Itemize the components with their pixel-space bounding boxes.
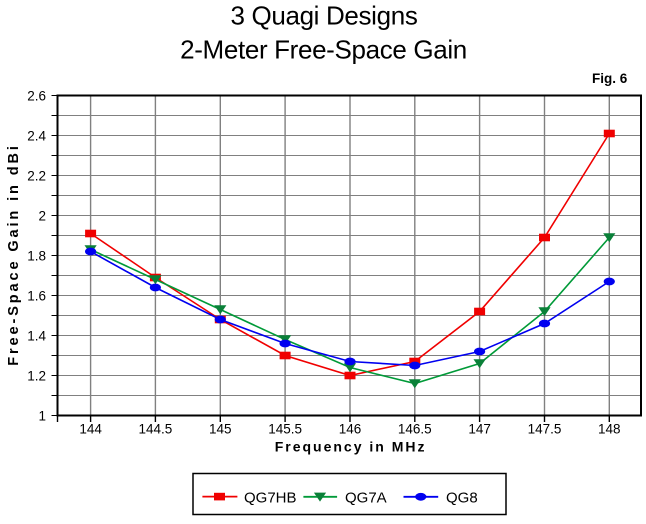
svg-text:2-Meter Free-Space Gain: 2-Meter Free-Space Gain [180,35,467,65]
svg-text:QG8: QG8 [446,490,478,507]
svg-text:145: 145 [209,422,232,437]
svg-text:146.5: 146.5 [398,422,432,437]
svg-text:2: 2 [38,209,46,224]
svg-text:1.4: 1.4 [27,329,46,344]
svg-text:144: 144 [79,422,102,437]
svg-text:QG7A: QG7A [345,490,387,507]
svg-text:QG7HB: QG7HB [244,490,297,507]
svg-text:146: 146 [339,422,362,437]
svg-text:1: 1 [38,409,46,424]
svg-text:2.4: 2.4 [27,129,46,144]
svg-text:Frequency in MHz: Frequency in MHz [275,439,427,455]
svg-text:147: 147 [468,422,491,437]
svg-text:2.6: 2.6 [27,89,46,104]
svg-text:145.5: 145.5 [268,422,302,437]
svg-text:148: 148 [598,422,621,437]
svg-text:147.5: 147.5 [528,422,562,437]
svg-text:Fig. 6: Fig. 6 [592,71,628,86]
svg-text:2.2: 2.2 [27,169,46,184]
svg-text:1.2: 1.2 [27,369,46,384]
svg-text:Free-Space Gain in dBi: Free-Space Gain in dBi [6,143,22,366]
svg-text:1.6: 1.6 [27,289,46,304]
svg-text:1.8: 1.8 [27,249,46,264]
svg-text:3 Quagi Designs: 3 Quagi Designs [231,1,418,31]
svg-text:144.5: 144.5 [139,422,173,437]
